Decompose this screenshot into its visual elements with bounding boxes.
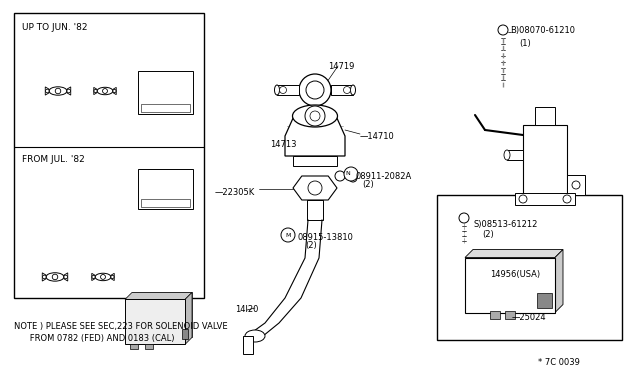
Circle shape — [459, 213, 469, 223]
Circle shape — [344, 87, 351, 93]
Circle shape — [344, 167, 358, 181]
Bar — [138, 169, 193, 209]
Polygon shape — [67, 87, 71, 95]
Text: 14956(USA): 14956(USA) — [490, 270, 540, 279]
Circle shape — [281, 228, 295, 242]
Circle shape — [113, 89, 116, 93]
Text: M: M — [285, 232, 291, 237]
Polygon shape — [555, 250, 563, 312]
Bar — [243, 336, 253, 354]
Circle shape — [67, 89, 70, 93]
Ellipse shape — [275, 85, 280, 95]
Ellipse shape — [49, 87, 67, 95]
Circle shape — [299, 74, 331, 106]
Bar — [141, 199, 190, 207]
Circle shape — [55, 88, 61, 94]
Text: FROM 0782 (FED) AND 0183 (CAL): FROM 0782 (FED) AND 0183 (CAL) — [14, 334, 175, 343]
Circle shape — [308, 181, 322, 195]
Text: (2): (2) — [482, 230, 493, 239]
Ellipse shape — [46, 273, 64, 281]
Polygon shape — [111, 273, 115, 280]
Text: (2): (2) — [305, 241, 317, 250]
Bar — [14, 13, 204, 298]
Polygon shape — [45, 87, 49, 95]
Bar — [507, 150, 523, 160]
Bar — [138, 71, 193, 114]
Text: 14719: 14719 — [328, 62, 355, 71]
Circle shape — [92, 275, 95, 279]
Bar — [277, 85, 299, 95]
Polygon shape — [64, 273, 68, 281]
Text: UP TO JUN. '82: UP TO JUN. '82 — [22, 23, 88, 32]
Circle shape — [498, 25, 508, 35]
Circle shape — [280, 87, 287, 93]
Bar — [293, 156, 337, 166]
Text: (1): (1) — [519, 39, 531, 48]
Bar — [567, 175, 585, 195]
Polygon shape — [465, 250, 563, 257]
Circle shape — [335, 171, 345, 181]
Text: 08915-13810: 08915-13810 — [297, 233, 353, 242]
Bar — [125, 299, 185, 344]
Text: —22305K: —22305K — [215, 188, 255, 197]
Bar — [307, 200, 323, 220]
Circle shape — [519, 195, 527, 203]
Circle shape — [102, 89, 108, 93]
Circle shape — [42, 275, 46, 279]
Polygon shape — [92, 273, 95, 280]
Polygon shape — [185, 292, 192, 344]
Circle shape — [52, 274, 58, 280]
Bar — [465, 257, 555, 312]
Bar — [141, 104, 190, 112]
Circle shape — [305, 106, 325, 126]
Circle shape — [310, 111, 320, 121]
Polygon shape — [132, 292, 192, 337]
Bar — [535, 107, 555, 125]
Ellipse shape — [97, 87, 113, 95]
Polygon shape — [42, 273, 46, 281]
Text: * 7C 0039: * 7C 0039 — [538, 358, 580, 367]
Bar — [310, 106, 320, 121]
Text: N: N — [346, 170, 350, 176]
Text: NOTE ) PLEASE SEE SEC,223 FOR SOLENOID VALVE: NOTE ) PLEASE SEE SEC,223 FOR SOLENOID V… — [14, 322, 228, 331]
Circle shape — [45, 89, 49, 93]
Bar — [515, 193, 575, 205]
Text: (2): (2) — [362, 180, 374, 189]
Polygon shape — [93, 87, 97, 94]
Bar — [490, 311, 500, 318]
Polygon shape — [125, 292, 192, 299]
Bar — [523, 125, 567, 195]
Polygon shape — [285, 103, 345, 156]
Bar — [130, 344, 138, 349]
Bar — [182, 330, 188, 339]
Ellipse shape — [95, 273, 111, 280]
Circle shape — [572, 181, 580, 189]
Bar — [505, 311, 515, 318]
Text: —14710: —14710 — [360, 132, 395, 141]
Ellipse shape — [245, 330, 265, 342]
Ellipse shape — [351, 85, 355, 95]
Bar — [145, 344, 153, 349]
Circle shape — [100, 275, 106, 279]
Circle shape — [64, 275, 68, 279]
Polygon shape — [113, 87, 116, 94]
Ellipse shape — [292, 105, 337, 127]
Text: B)08070-61210: B)08070-61210 — [510, 26, 575, 35]
Bar — [437, 195, 622, 340]
Text: S)08513-61212: S)08513-61212 — [474, 220, 538, 229]
Circle shape — [306, 81, 324, 99]
Bar — [537, 292, 552, 308]
Text: 14713: 14713 — [270, 140, 296, 149]
Circle shape — [94, 89, 97, 93]
Ellipse shape — [504, 150, 510, 160]
Text: 08911-2082A: 08911-2082A — [355, 172, 412, 181]
Circle shape — [111, 275, 114, 279]
Text: —25024: —25024 — [512, 313, 547, 322]
Polygon shape — [293, 176, 337, 200]
Text: FROM JUL. '82: FROM JUL. '82 — [22, 155, 84, 164]
Circle shape — [349, 174, 357, 182]
Circle shape — [563, 195, 571, 203]
Text: 14l20: 14l20 — [235, 305, 259, 314]
Bar — [331, 85, 353, 95]
